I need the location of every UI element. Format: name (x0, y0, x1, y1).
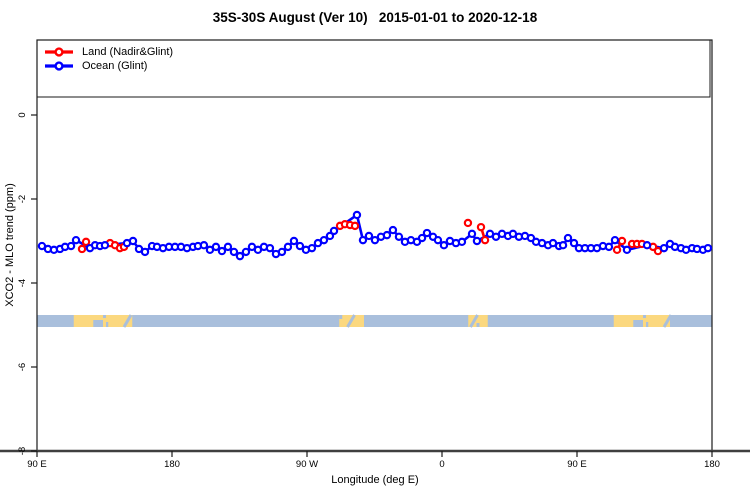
ocean-data-point (199, 240, 209, 250)
ocean-data-point (364, 231, 374, 241)
land-data-point (77, 244, 87, 254)
coastline-slash (662, 314, 673, 328)
ocean-data-point (417, 233, 427, 243)
ocean-data-point (433, 235, 443, 245)
coastline-notch (476, 323, 480, 327)
coastline-notch (339, 315, 343, 319)
ocean-data-point (319, 235, 329, 245)
x-tick-label: 90 E (567, 459, 587, 470)
ocean-data-point (563, 233, 573, 243)
ocean-data-point (703, 243, 713, 253)
ocean-data-point (277, 247, 287, 257)
ocean-data-point (100, 240, 110, 250)
ocean-data-point (307, 243, 317, 253)
ocean-data-point (394, 232, 404, 241)
x-tick-label: 90 W (296, 459, 318, 470)
ocean-data-point (140, 247, 150, 257)
ocean-data-point (128, 236, 138, 246)
land-data-point (476, 222, 486, 232)
ocean-data-point (283, 242, 293, 252)
ocean-data-point (422, 228, 432, 238)
coastline-notch (646, 322, 649, 327)
ocean-series-markers (37, 210, 713, 261)
coastline-notch (93, 320, 103, 327)
ocean-data-point (370, 235, 380, 245)
land-series-markers (77, 218, 663, 256)
ocean-data-point (265, 243, 275, 253)
ocean-data-point (66, 241, 76, 251)
legend-item-land: Land (Nadir&Glint) (44, 45, 173, 59)
ocean-line-marker-icon (45, 61, 73, 71)
coastline-notch (643, 315, 646, 318)
ocean-data-point (569, 238, 579, 248)
coastline-notch (103, 315, 106, 318)
x-tick-label: 180 (704, 459, 720, 470)
y-tick-label: -8 (17, 447, 28, 455)
coastline-notch (633, 320, 643, 327)
ocean-data-point (223, 242, 233, 252)
ocean-data-point (229, 247, 239, 257)
ocean-data-point (325, 231, 335, 241)
coastline-slash (346, 314, 356, 328)
coastline-slash (469, 314, 479, 328)
y-axis-title-text: XCO2 - MLO trend (ppm) (4, 183, 16, 307)
ocean-data-point (439, 240, 449, 250)
land-data-point (612, 245, 622, 255)
legend-box (36, 39, 711, 98)
land-data-point (463, 218, 473, 228)
ocean-data-point (352, 210, 362, 220)
land-line-marker-icon (45, 47, 73, 57)
legend-label-ocean: Ocean (Glint) (82, 60, 148, 72)
land-patch (468, 314, 488, 328)
ocean-data-point (610, 235, 620, 245)
land-patch (613, 314, 673, 328)
x-tick-label: 90 E (27, 459, 47, 470)
ocean-data-point (217, 246, 227, 256)
ocean-data-point (622, 245, 632, 255)
y-tick-label: -4 (17, 279, 28, 287)
ocean-data-point (71, 235, 81, 245)
ocean-data-point (289, 236, 299, 246)
ocean-data-point (211, 242, 221, 252)
land-data-point (480, 235, 490, 245)
coastline-notch (106, 322, 109, 327)
legend: Land (Nadir&Glint) Ocean (Glint) (44, 45, 173, 73)
ocean-data-point (642, 240, 652, 250)
land-data-point (81, 237, 91, 247)
land-patch (339, 314, 364, 328)
ocean-data-point (558, 240, 568, 250)
x-tick-label: 180 (164, 459, 180, 470)
legend-label-land: Land (Nadir&Glint) (82, 46, 174, 58)
axis-ticks: 90 E 180 90 W 0 90 E 180 0 -2 -4 -6 -8 (17, 112, 720, 470)
coastline-slash (122, 314, 133, 328)
ocean-data-point (329, 226, 339, 236)
y-tick-label: -6 (17, 363, 28, 371)
ocean-data-point (388, 225, 398, 235)
ocean-strip (37, 315, 712, 327)
ocean-data-point (382, 230, 392, 240)
land-data-point (617, 236, 627, 246)
ocean-data-point (472, 236, 482, 246)
ocean-data-point (467, 229, 477, 239)
ocean-data-point (235, 251, 245, 261)
ocean-data-point (358, 235, 368, 245)
chart-title: 35S-30S August (Ver 10) 2015-01-01 to 20… (212, 10, 538, 25)
land-patch (73, 314, 133, 328)
ocean-data-point (241, 247, 251, 257)
legend-item-ocean: Ocean (Glint) (44, 59, 173, 73)
ocean-data-point (604, 242, 614, 252)
ocean-data-point (295, 241, 305, 251)
x-axis-title: Longitude (deg E) (331, 474, 419, 486)
ocean-data-point (457, 237, 467, 247)
x-tick-label: 0 (439, 459, 444, 470)
ocean-data-point (659, 243, 669, 253)
y-tick-label: -2 (17, 195, 28, 203)
map-strip (37, 314, 712, 328)
y-tick-label: 0 (17, 112, 28, 117)
land-data-point (350, 221, 360, 231)
